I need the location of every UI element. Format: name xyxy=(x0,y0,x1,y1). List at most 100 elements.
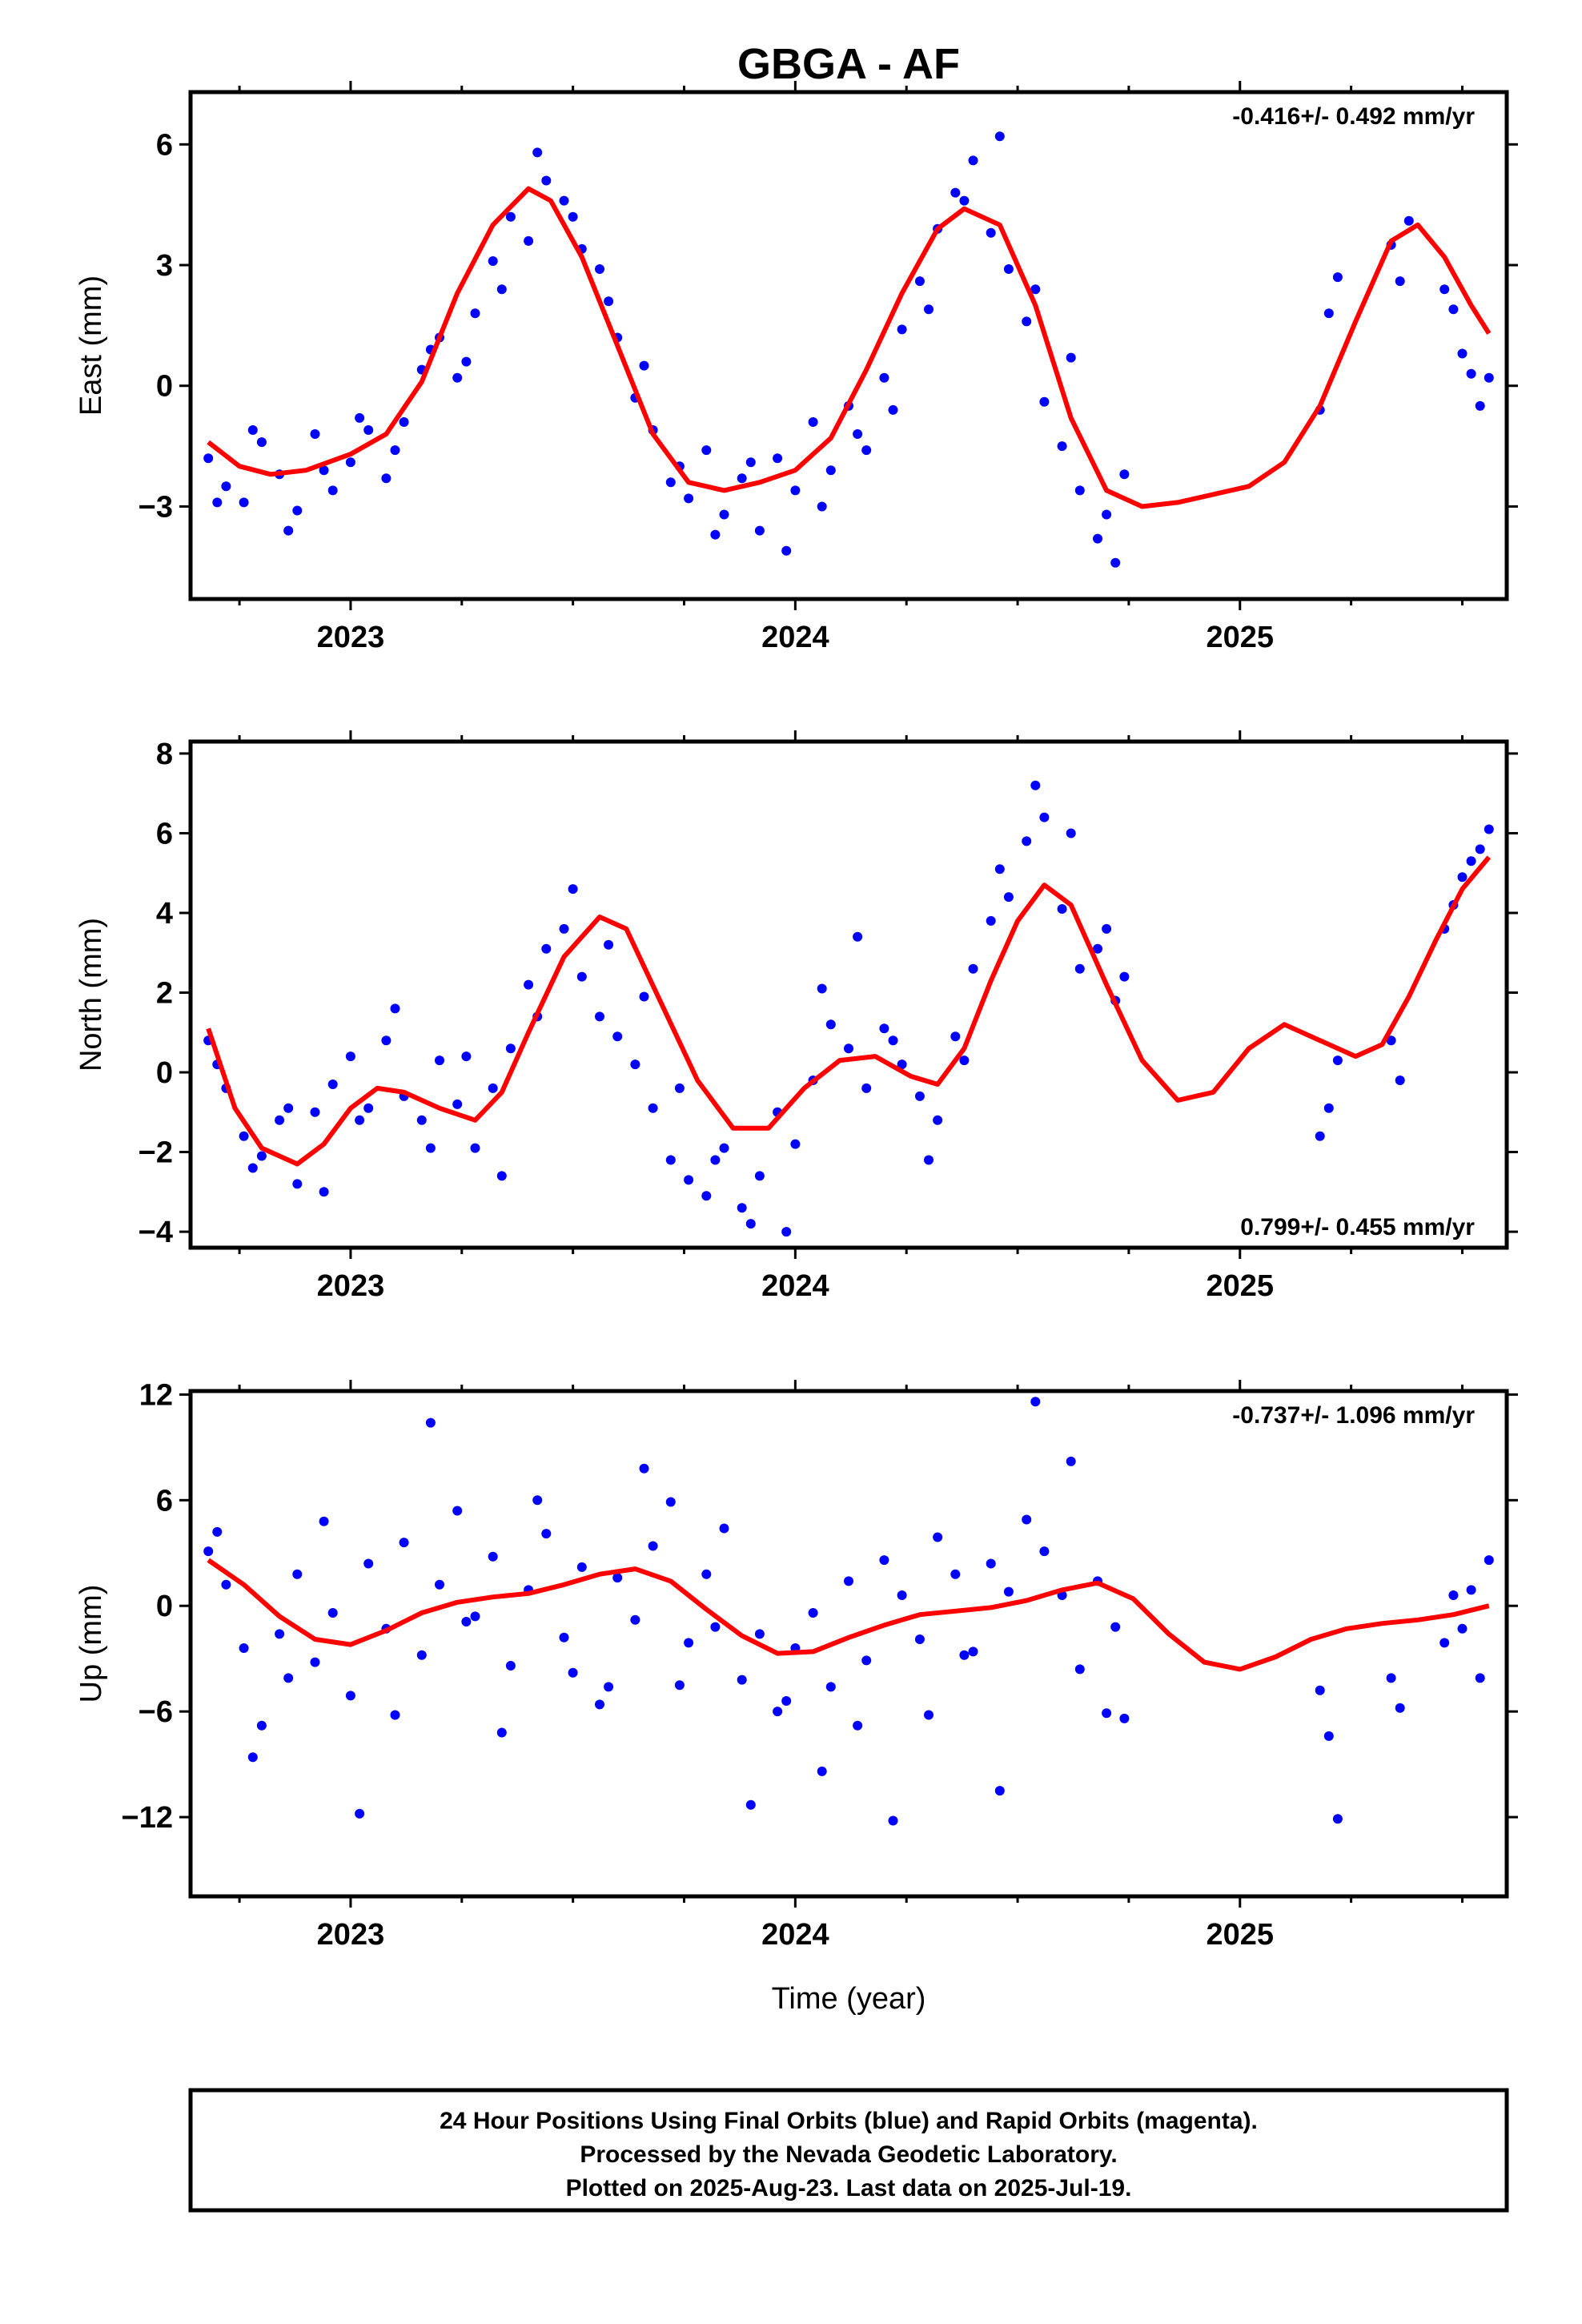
data-point xyxy=(1039,396,1050,407)
data-point xyxy=(924,1155,934,1165)
data-point xyxy=(745,1799,756,1810)
data-point xyxy=(1074,485,1085,496)
data-point xyxy=(986,915,996,926)
data-point xyxy=(612,1031,623,1042)
data-point xyxy=(470,308,480,319)
data-point xyxy=(1066,352,1076,363)
data-point xyxy=(879,1555,889,1566)
data-point xyxy=(435,1055,444,1066)
data-point xyxy=(221,1579,231,1590)
data-point xyxy=(381,473,391,484)
data-point xyxy=(719,1143,729,1153)
x-tick-label: 2025 xyxy=(1206,1918,1274,1952)
data-point xyxy=(1466,856,1476,866)
data-point xyxy=(701,1191,712,1201)
data-point xyxy=(825,1682,836,1692)
data-point xyxy=(532,147,543,158)
data-point xyxy=(639,360,649,371)
data-point xyxy=(719,509,729,520)
data-point xyxy=(781,545,792,556)
data-point xyxy=(959,1650,970,1660)
data-point xyxy=(639,991,649,1002)
data-point xyxy=(541,1529,552,1539)
data-point xyxy=(310,429,320,439)
data-point xyxy=(665,477,676,488)
y-tick-label: 6 xyxy=(156,1484,173,1518)
data-point xyxy=(390,445,400,456)
model-fit-line xyxy=(206,855,1492,1167)
data-point xyxy=(283,1103,294,1113)
data-point xyxy=(781,1227,792,1237)
data-point xyxy=(1332,1055,1343,1066)
data-point xyxy=(559,1632,569,1642)
model-fit-line xyxy=(207,186,1492,509)
data-point xyxy=(888,1815,898,1826)
data-point xyxy=(1475,844,1485,854)
y-tick-label: −12 xyxy=(122,1801,173,1835)
y-tick-label: −4 xyxy=(139,1216,173,1249)
data-point xyxy=(1074,1664,1085,1675)
data-point xyxy=(808,1608,818,1618)
data-point xyxy=(221,481,231,492)
data-point xyxy=(524,979,534,990)
data-point xyxy=(604,939,614,950)
data-point xyxy=(283,1673,294,1683)
data-point xyxy=(1475,1673,1485,1683)
data-point xyxy=(1030,780,1041,790)
data-point xyxy=(986,227,996,238)
x-tick-label: 2023 xyxy=(317,621,385,654)
data-point xyxy=(292,505,303,516)
data-point xyxy=(1093,943,1102,954)
data-point xyxy=(568,211,578,222)
data-point xyxy=(399,1538,409,1548)
data-point xyxy=(461,356,472,367)
data-point xyxy=(568,1667,578,1678)
data-point xyxy=(345,457,355,468)
data-point xyxy=(924,1710,934,1720)
data-point xyxy=(861,1083,872,1093)
data-point xyxy=(665,1155,676,1165)
y-tick-label: 0 xyxy=(156,370,173,404)
y-tick-label: −2 xyxy=(139,1136,173,1170)
data-point xyxy=(1102,923,1112,934)
y-axis-label: Up (mm) xyxy=(74,1585,108,1703)
data-point xyxy=(737,1203,747,1213)
data-point xyxy=(817,501,827,512)
data-point xyxy=(684,1175,694,1185)
data-point xyxy=(1110,1622,1121,1632)
data-point xyxy=(416,1115,427,1125)
data-point xyxy=(879,1023,889,1034)
data-point xyxy=(737,1675,747,1685)
data-point xyxy=(986,1558,996,1569)
data-point xyxy=(541,943,552,954)
data-point xyxy=(1403,215,1414,226)
data-point xyxy=(363,1103,374,1113)
data-point xyxy=(710,1622,721,1632)
data-point xyxy=(914,1634,925,1644)
footer-line-3: Plotted on 2025-Aug-23. Last data on 202… xyxy=(566,2175,1132,2201)
data-point xyxy=(247,1163,258,1173)
y-tick-label: 3 xyxy=(156,249,173,283)
data-point xyxy=(959,195,970,206)
data-point xyxy=(1395,1076,1405,1085)
data-point xyxy=(933,1115,943,1125)
data-point xyxy=(505,1661,516,1671)
data-point xyxy=(595,264,604,274)
data-point xyxy=(1332,1814,1343,1824)
data-point xyxy=(1003,264,1014,274)
data-point xyxy=(630,1614,640,1625)
data-point xyxy=(604,296,614,307)
data-point xyxy=(1119,1713,1130,1723)
plot-frame xyxy=(188,90,1509,601)
data-point xyxy=(950,1031,961,1042)
data-point xyxy=(247,425,258,435)
data-point xyxy=(283,525,294,536)
data-point xyxy=(808,417,818,427)
data-point xyxy=(745,1219,756,1229)
data-points xyxy=(203,780,1494,1237)
data-point xyxy=(532,1495,543,1506)
data-point xyxy=(994,131,1005,142)
data-point xyxy=(773,453,783,464)
x-tick-label: 2024 xyxy=(761,621,829,654)
data-point xyxy=(363,1558,374,1569)
